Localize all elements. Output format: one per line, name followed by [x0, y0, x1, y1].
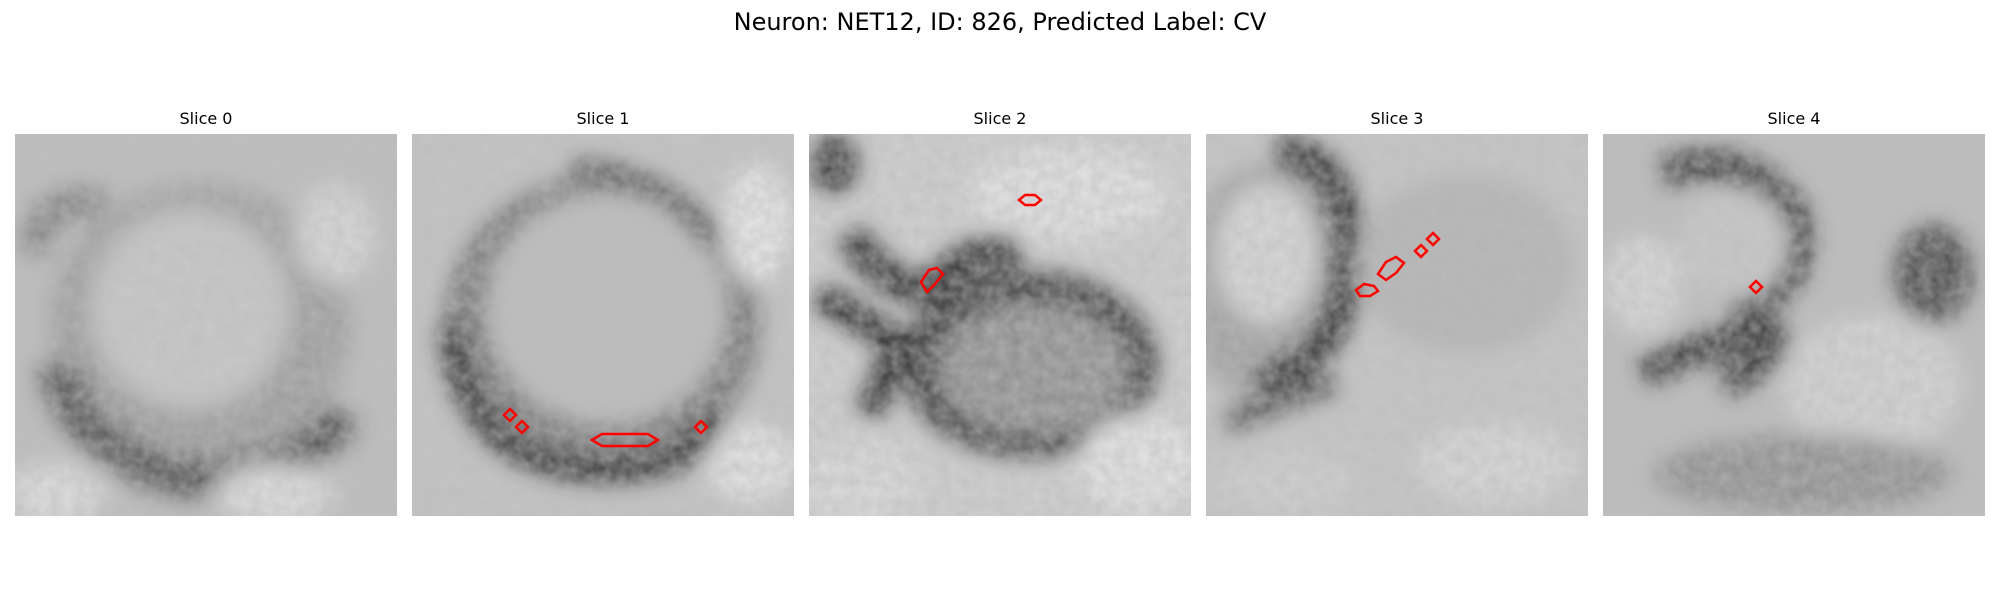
slice-0-image [15, 134, 397, 516]
region-outline [1413, 243, 1429, 259]
region-outline [1354, 282, 1380, 298]
region-outline [589, 432, 661, 448]
slice-0-panel [15, 134, 397, 516]
region-outline [502, 407, 518, 423]
region-outline [919, 266, 945, 295]
slice-3-title: Slice 3 [1370, 109, 1424, 128]
region-outline [1017, 193, 1043, 207]
region-outline [1748, 279, 1764, 295]
slice-1-panel [412, 134, 794, 516]
region-outline [1425, 231, 1441, 247]
slice-1-image [412, 134, 794, 516]
slice-4-title: Slice 4 [1767, 109, 1821, 128]
slice-4-panel [1603, 134, 1985, 516]
slice-0-title: Slice 0 [179, 109, 233, 128]
slice-2-title: Slice 2 [973, 109, 1027, 128]
slice-2-panel [809, 134, 1191, 516]
region-outline [514, 419, 530, 435]
slice-3-panel [1206, 134, 1588, 516]
region-outline [1376, 255, 1406, 282]
region-outline [693, 419, 709, 435]
figure-title: Neuron: NET12, ID: 826, Predicted Label:… [733, 8, 1267, 36]
slice-3-image [1206, 134, 1588, 516]
slice-4-image [1603, 134, 1985, 516]
slice-2-image [809, 134, 1191, 516]
slice-1-title: Slice 1 [576, 109, 630, 128]
